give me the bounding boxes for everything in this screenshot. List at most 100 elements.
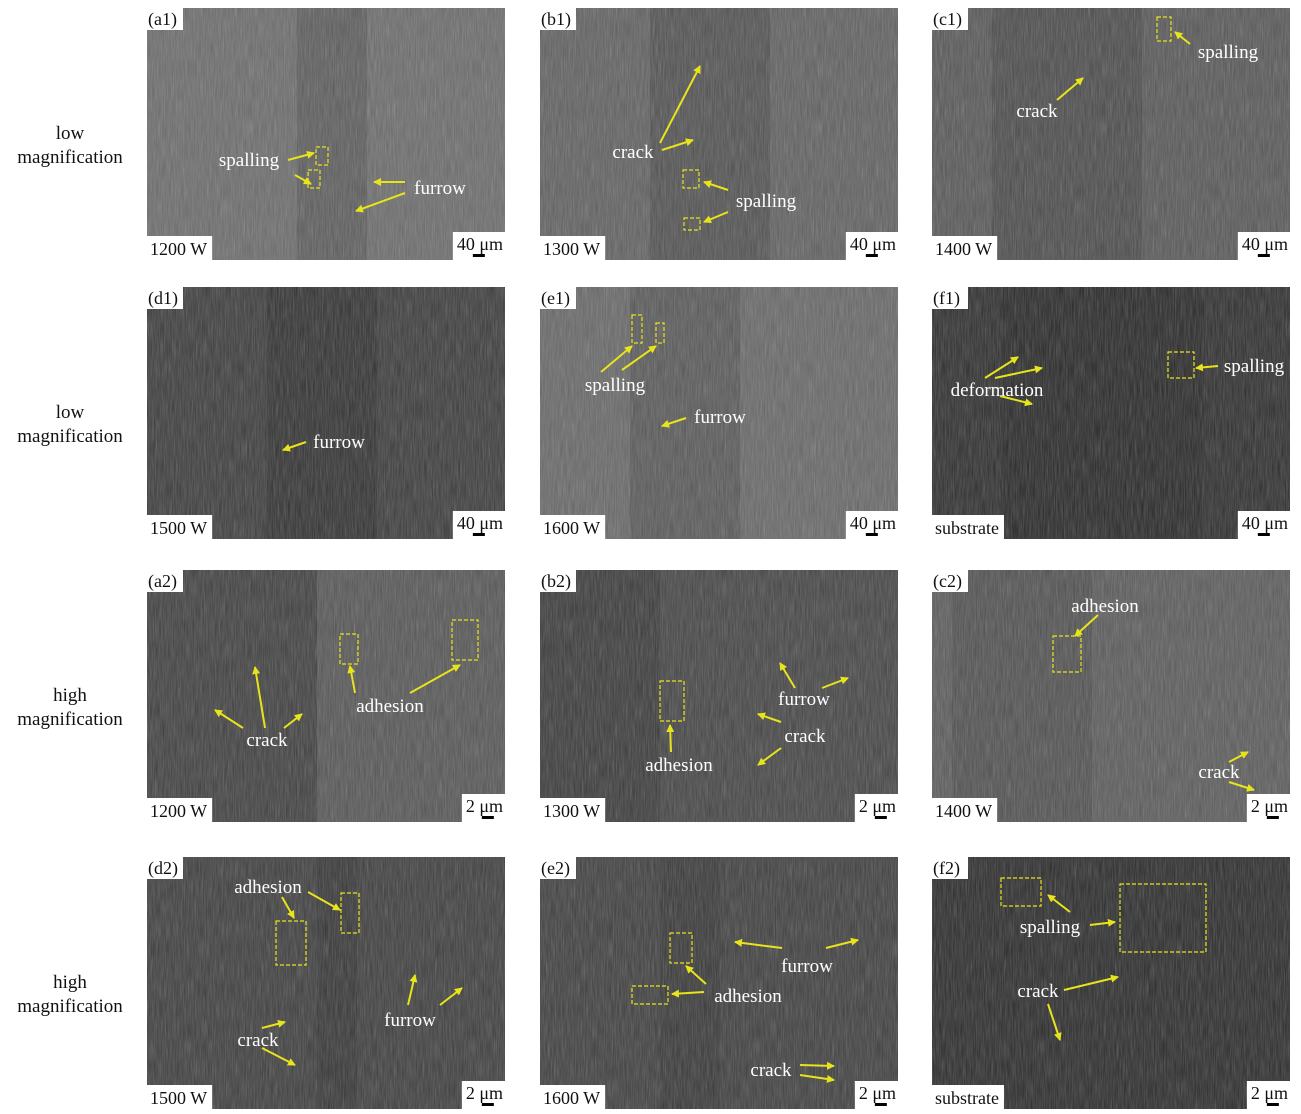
condition-label: 1400 W [935, 801, 992, 821]
texture [147, 8, 505, 260]
annotation: crack [612, 142, 654, 163]
texture [147, 287, 505, 539]
annotation: crack [237, 1030, 279, 1051]
micrograph-panel: (a2) 1200 W 2 μm [147, 570, 505, 822]
texture [540, 570, 898, 822]
scale-label: 40 μm [850, 234, 896, 254]
annotation: crack [1016, 101, 1058, 122]
annotation: furrow [694, 407, 746, 428]
row-label: low [56, 402, 85, 423]
annotation: furrow [384, 1010, 436, 1031]
texture [932, 287, 1290, 539]
panel-tag: (f2) [933, 858, 960, 879]
scale-bar [482, 816, 494, 819]
panel-tag: (d1) [148, 288, 178, 309]
annotation: spalling [1020, 917, 1081, 938]
annotation: crack [1017, 981, 1059, 1002]
scale-bar [1267, 816, 1279, 819]
scale-bar [1267, 1103, 1279, 1106]
scale-label: 2 μm [466, 1083, 503, 1103]
condition-label: 1600 W [543, 1088, 600, 1108]
annotation: adhesion [1071, 596, 1139, 617]
scale-label: 2 μm [1251, 796, 1288, 816]
texture [932, 857, 1290, 1109]
texture [147, 570, 505, 822]
row-label: magnification [17, 147, 123, 168]
scale-bar [482, 1103, 494, 1106]
condition-label: 1400 W [935, 239, 992, 259]
scale-bar [866, 533, 878, 536]
condition-label: 1300 W [543, 239, 600, 259]
annotation: furrow [781, 956, 833, 977]
panel-tag: (c1) [933, 9, 962, 30]
annotation: adhesion [714, 986, 782, 1007]
panel-tag: (a1) [148, 9, 177, 30]
scale-label: 40 μm [1242, 513, 1288, 533]
annotation: furrow [778, 689, 830, 710]
annotation: adhesion [356, 696, 424, 717]
panel-tag: (e1) [541, 288, 570, 309]
row-label: low [56, 123, 85, 144]
annotation: spalling [1198, 42, 1259, 63]
annotation: furrow [414, 178, 466, 199]
micrograph-panel: (b1) 1300 W 40 μm [540, 8, 898, 260]
panel-tag: (b2) [541, 571, 571, 592]
condition-label: 1600 W [543, 518, 600, 538]
panel-tag: (d2) [148, 858, 178, 879]
panel-tag: (f1) [933, 288, 960, 309]
scale-label: 2 μm [466, 796, 503, 816]
scale-label: 40 μm [457, 513, 503, 533]
micrograph-panel: (d1) 1500 W 40 μm [147, 287, 505, 539]
texture [147, 857, 505, 1109]
scale-label: 2 μm [859, 796, 896, 816]
page: {"rows": [ {"lines": ["low", "magnificat… [0, 0, 1301, 1109]
scale-bar [866, 254, 878, 257]
scale-label: 40 μm [1242, 234, 1288, 254]
scale-label: 40 μm [457, 234, 503, 254]
row-label: high [53, 685, 87, 706]
scale-bar [875, 1103, 887, 1106]
scale-label: 40 μm [850, 513, 896, 533]
scale-bar [473, 254, 485, 257]
annotation: deformation [951, 380, 1044, 401]
scale-label: 2 μm [859, 1083, 896, 1103]
figure: low magnification low magnification high magn… [0, 0, 1301, 1109]
annotation: spalling [1224, 356, 1285, 377]
scale-label: 2 μm [1251, 1083, 1288, 1103]
panel-tag: (a2) [148, 571, 177, 592]
scale-bar [1258, 533, 1270, 536]
annotation: spalling [585, 375, 646, 396]
annotation: furrow [313, 432, 365, 453]
micrograph-panel: (d2) 1500 W 2 μm [147, 857, 505, 1109]
micrograph-panel: (e2) 1600 W 2 μm [540, 857, 898, 1109]
condition-label: 1500 W [150, 1088, 207, 1108]
condition-label: 1500 W [150, 518, 207, 538]
condition-label: substrate [935, 1088, 999, 1108]
micrograph-panel: (f2) substrate 2 μm [932, 857, 1290, 1109]
arrow [670, 725, 671, 752]
scale-bar [1258, 254, 1270, 257]
annotation: spalling [219, 150, 280, 171]
micrograph-panel: (b2) 1300 W 2 μm [540, 570, 898, 822]
micrograph-panel: (a1) 1200 W 40 μm [147, 8, 505, 260]
annotation: crack [246, 730, 288, 751]
panel-tag: (b1) [541, 9, 571, 30]
panel-tag: (c2) [933, 571, 962, 592]
annotation: adhesion [645, 755, 713, 776]
annotation: crack [784, 726, 826, 747]
annotation: crack [750, 1060, 792, 1081]
condition-label: 1300 W [543, 801, 600, 821]
scale-bar [875, 816, 887, 819]
annotation: crack [1198, 762, 1240, 783]
row-label: magnification [17, 996, 123, 1017]
annotation: adhesion [234, 877, 302, 898]
scale-bar [473, 533, 485, 536]
panel-tag: (e2) [541, 858, 570, 879]
texture [540, 8, 898, 260]
texture [540, 857, 898, 1109]
row-label: magnification [17, 426, 123, 447]
condition-label: 1200 W [150, 239, 207, 259]
condition-label: substrate [935, 518, 999, 538]
condition-label: 1200 W [150, 801, 207, 821]
row-label: magnification [17, 709, 123, 730]
